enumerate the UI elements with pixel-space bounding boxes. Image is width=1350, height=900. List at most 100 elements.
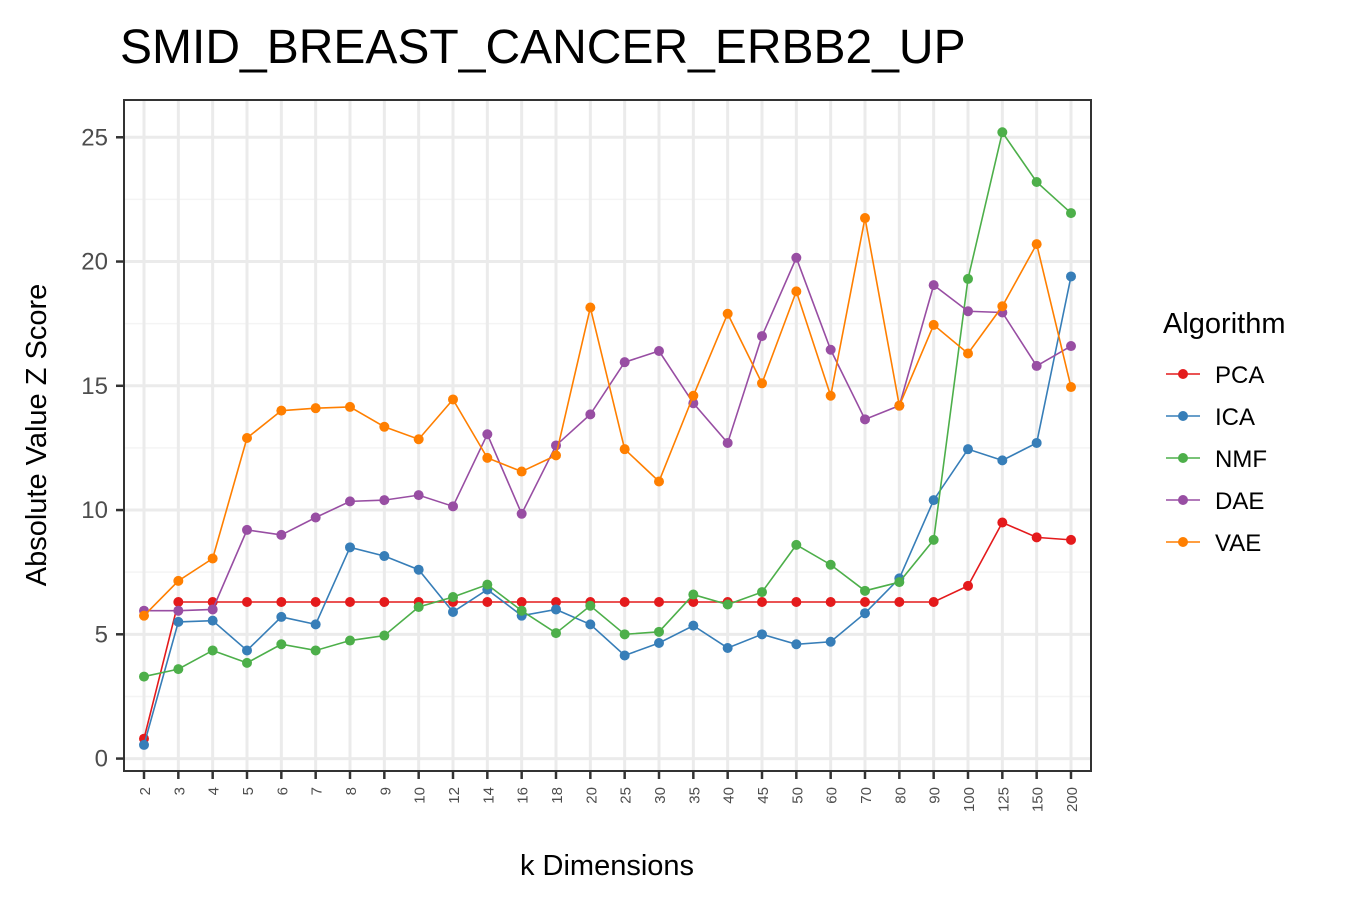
plot-series	[139, 127, 1076, 750]
data-point	[516, 597, 527, 608]
data-point	[1066, 534, 1076, 545]
panel-border	[123, 99, 1092, 772]
data-point	[860, 597, 870, 608]
data-point	[757, 587, 767, 598]
data-point	[1066, 208, 1076, 219]
x-tick-label: 60	[824, 787, 841, 804]
data-point	[757, 378, 767, 389]
y-axis-title: Absolute Value Z Score	[21, 284, 53, 587]
data-point	[345, 401, 355, 412]
data-point	[1066, 382, 1076, 393]
y-tick-label: 10	[81, 497, 108, 524]
data-point	[551, 597, 561, 608]
data-point	[722, 437, 733, 448]
data-point	[413, 434, 424, 445]
legend-item-nmf: NMF	[1166, 446, 1267, 473]
x-tick-label: 150	[1030, 787, 1047, 812]
y-tick-label: 5	[95, 621, 108, 648]
data-point	[791, 286, 802, 297]
legend-key-point	[1178, 537, 1188, 547]
x-tick-label: 18	[549, 787, 566, 804]
data-point	[516, 466, 527, 477]
legend-key-point	[1178, 453, 1188, 463]
data-point	[688, 589, 699, 600]
data-point	[276, 405, 287, 416]
data-point	[173, 575, 184, 586]
data-point	[791, 252, 802, 263]
data-point	[963, 306, 973, 317]
x-tick-label: 5	[240, 787, 257, 795]
data-point	[997, 517, 1008, 528]
data-point	[1031, 437, 1042, 448]
y-axis: 0 5 10 15 20 25	[81, 124, 124, 773]
data-point	[139, 671, 149, 682]
data-point	[242, 524, 252, 535]
data-point	[516, 508, 527, 519]
x-tick-label: 25	[618, 787, 635, 804]
data-point	[585, 409, 596, 420]
data-point	[310, 512, 321, 523]
data-point	[825, 636, 836, 647]
data-point	[757, 629, 767, 640]
data-point	[207, 553, 218, 564]
x-tick-label: 40	[721, 787, 738, 804]
data-point	[654, 597, 664, 608]
data-point	[242, 432, 252, 443]
data-point	[345, 597, 355, 608]
data-point	[928, 597, 939, 608]
data-point	[654, 346, 664, 357]
data-point	[963, 348, 973, 359]
data-point	[688, 597, 699, 608]
series-vae	[139, 213, 1076, 621]
legend-label: PCA	[1215, 362, 1264, 389]
x-tick-label: 20	[583, 787, 600, 804]
data-point	[585, 302, 596, 313]
data-point	[1066, 341, 1076, 352]
data-point	[139, 610, 149, 621]
data-point	[997, 455, 1008, 466]
data-point	[722, 599, 733, 610]
data-point	[825, 344, 836, 355]
data-point	[551, 450, 561, 461]
data-point	[1031, 532, 1042, 543]
data-point	[448, 606, 458, 617]
data-point	[516, 605, 527, 616]
data-point	[345, 542, 355, 553]
data-point	[413, 490, 424, 501]
data-point	[310, 619, 321, 630]
data-point	[860, 585, 870, 596]
data-point	[173, 664, 184, 675]
data-point	[448, 592, 458, 603]
data-point	[688, 390, 699, 401]
data-point	[825, 390, 836, 401]
y-tick-label: 15	[81, 373, 108, 400]
x-tick-label: 9	[377, 787, 394, 795]
data-point	[276, 597, 287, 608]
x-tick-label: 8	[343, 787, 360, 795]
legend-item-dae: DAE	[1166, 488, 1264, 515]
data-point	[345, 635, 355, 646]
series-line	[143, 130, 1072, 678]
data-point	[276, 611, 287, 622]
data-point	[379, 551, 390, 562]
data-point	[997, 127, 1008, 138]
data-point	[688, 620, 699, 631]
data-point	[448, 394, 458, 405]
legend-item-pca: PCA	[1166, 362, 1264, 389]
y-tick-label: 20	[81, 249, 108, 276]
data-point	[894, 597, 905, 608]
x-tick-label: 12	[446, 787, 463, 804]
data-point	[310, 597, 321, 608]
legend-item-vae: VAE	[1166, 530, 1261, 557]
data-point	[207, 645, 218, 656]
x-tick-label: 125	[995, 787, 1012, 812]
data-point	[482, 579, 493, 590]
data-point	[242, 597, 252, 608]
data-point	[551, 628, 561, 639]
data-point	[722, 642, 733, 653]
series-line	[143, 217, 1072, 617]
data-point	[1066, 271, 1076, 282]
legend-key-point	[1178, 369, 1188, 379]
data-point	[654, 476, 664, 487]
